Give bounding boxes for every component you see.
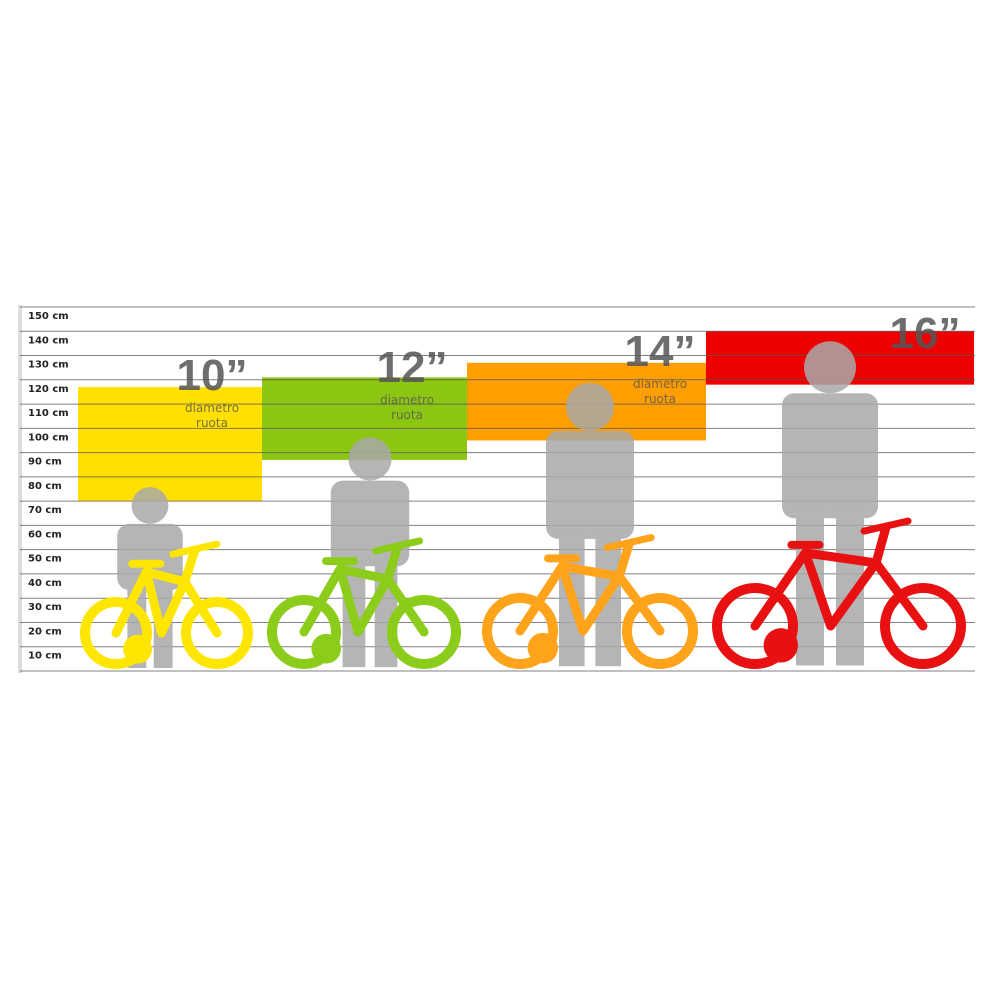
y-tick-label: 10 cm [28,651,62,662]
wheel-diameter-caption: diametro [185,401,239,415]
bike-training-wheel [123,634,152,664]
range-bar-0 [78,387,262,502]
child-torso [782,393,878,519]
bike-front-wheel [622,593,698,669]
y-tick-label: 150 cm [28,311,69,322]
child-head [348,437,392,481]
wheel-diameter-caption: ruota [644,392,676,406]
y-tick-label: 70 cm [28,505,62,516]
bike-rear-wheel [482,593,558,669]
y-tick-label: 20 cm [28,626,62,637]
y-tick-label: 50 cm [28,554,62,565]
y-tick-label: 80 cm [28,481,62,492]
y-tick-label: 110 cm [28,408,69,419]
bike-front-wheel [387,595,461,669]
wheel-size-label: 14” [625,327,696,376]
bike-frame [750,522,928,631]
bike-seat [128,559,165,568]
bike-training-wheel [311,633,342,664]
wheel-diameter-caption: ruota [196,416,228,430]
bike-frame [111,545,222,638]
bike-handlebar [169,540,221,558]
bike-rear-wheel [267,595,341,669]
bike-seat [787,540,824,549]
bike-1 [267,537,461,669]
child-head [566,382,614,431]
y-tick-label: 100 cm [28,432,69,443]
bike-rear-wheel [712,583,798,669]
bike-training-wheel [763,628,798,663]
y-tick-label: 140 cm [28,335,69,346]
wheel-size-label: 16” [890,309,961,358]
bike-front-wheel [181,597,253,669]
wheel-diameter-caption: diametro [633,377,687,391]
bike-rear-wheel [80,597,152,669]
bike-0 [80,540,253,669]
y-tick-label: 60 cm [28,529,62,540]
y-tick-label: 90 cm [28,457,62,468]
wheel-size-label: 10” [177,351,248,400]
y-tick-label: 30 cm [28,602,62,613]
bike-front-wheel [880,583,966,669]
y-tick-label: 130 cm [28,360,69,371]
wheel-size-label: 12” [377,343,448,392]
child-head [804,341,856,394]
y-tick-label: 40 cm [28,578,62,589]
bike-seat [322,557,358,566]
wheel-diameter-caption: diametro [380,393,434,407]
y-tick-label: 120 cm [28,384,69,395]
bike-frame [299,542,429,637]
bike-frame [515,539,665,636]
child-torso [546,430,634,539]
bike-3 [712,517,966,669]
bike-handlebar [603,534,655,552]
wheel-diameter-caption: ruota [391,408,423,422]
child-silhouette-2 [546,382,634,667]
bike-seat [544,554,580,563]
bike-2 [482,534,698,669]
ruler-strip [18,305,22,673]
bike-training-wheel [527,632,558,664]
bike-handlebar [372,537,424,555]
child-head [131,487,169,524]
bike-handlebar [860,517,912,535]
